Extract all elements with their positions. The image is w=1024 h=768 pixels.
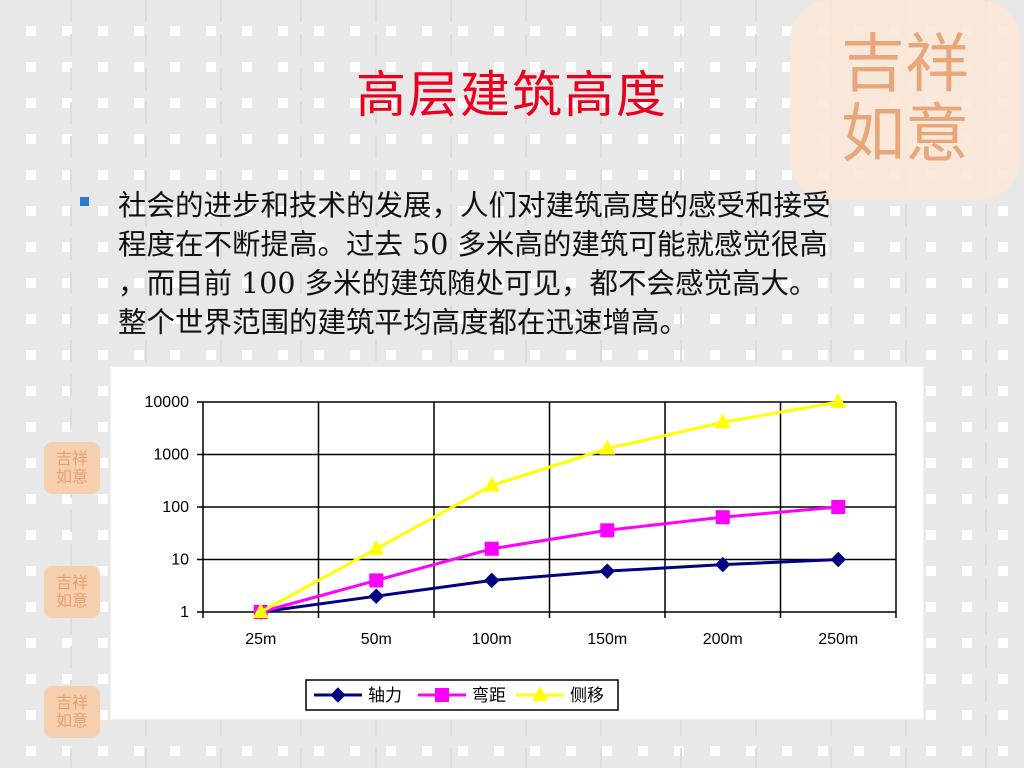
data-point-2 [483,476,500,492]
body-line-3: ，而目前 100 多米的建筑随处可见，都不会感觉高大。 [118,267,818,300]
x-tick-label: 100m [472,631,512,648]
x-tick-label: 150m [587,631,627,648]
series-line-2 [260,400,839,614]
x-tick-label: 200m [703,631,743,648]
seal-small-3-line-2: 如意 [55,711,88,730]
data-point-0 [830,551,846,568]
seal-small-2-line-2: 如意 [55,591,88,610]
seal-large-line-2: 如意 [841,98,969,172]
data-point-0 [484,572,500,589]
data-point-1 [369,573,384,588]
data-point-0 [715,556,731,573]
body-line-2: 程度在不断提高。过去 50 多米高的建筑可能就感觉很高 [118,228,828,261]
legend-label: 弯距 [472,686,506,705]
decorative-seal-small-2: 吉祥 如意 [44,566,100,618]
y-tick-label: 10 [171,552,189,569]
seal-small-2-line-1: 吉祥 [55,573,88,592]
series-line-0 [260,558,839,614]
y-tick-label: 100 [162,499,189,516]
y-tick-label: 10000 [145,394,190,411]
bullet-square-icon [80,197,89,206]
line-chart: 1 10 100 1000 10000 25m 50m 100m 150m 200m 250m 轴力 弯… [145,393,897,711]
body-line-4: 整个世界范围的建筑平均高度都在迅速增高。 [118,306,689,339]
data-point-2 [252,603,269,618]
data-point-2 [368,539,385,555]
legend-marker-1 [435,688,449,702]
seal-small-1-line-2: 如意 [55,467,88,486]
legend-marker-2 [532,686,548,701]
x-tick-label: 25m [245,631,276,648]
data-point-0 [368,588,384,604]
decorative-seal-small-1: 吉祥 如意 [44,442,100,494]
data-point-1 [831,500,846,514]
body-paragraph: 社会的进步和技术的发展，人们对建筑高度的感受和接受 程度在不断提高。过去 50 … [118,186,988,342]
data-point-2 [830,393,847,408]
y-tick-label: 1000 [153,447,189,464]
data-point-0 [599,563,615,579]
legend-label: 侧移 [570,686,604,705]
data-point-1 [715,510,730,525]
x-tick-label: 50m [361,631,392,648]
body-line-1: 社会的进步和技术的发展，人们对建筑高度的感受和接受 [118,189,831,222]
legend-label: 轴力 [368,686,402,705]
legend-marker-0 [330,687,346,703]
data-point-1 [484,541,499,556]
chart-panel: 1 10 100 1000 10000 25m 50m 100m 150m 200m 250m 轴力 弯… [110,366,924,720]
y-tick-label: 1 [180,604,189,621]
background-dash-line [70,0,72,768]
slide-title: 高层建筑高度 [356,66,668,124]
data-point-1 [600,523,615,538]
decorative-seal-large: 吉祥 如意 [790,0,1020,200]
seal-small-1-line-1: 吉祥 [55,449,88,468]
series-line-1 [260,505,839,614]
background-dash-line [985,0,987,768]
seal-large-line-1: 吉祥 [841,28,969,102]
x-tick-label: 250m [818,631,858,648]
seal-small-3-line-1: 吉祥 [55,693,88,712]
data-point-2 [599,439,616,455]
decorative-seal-small-3: 吉祥 如意 [44,686,100,738]
data-point-2 [714,413,731,429]
